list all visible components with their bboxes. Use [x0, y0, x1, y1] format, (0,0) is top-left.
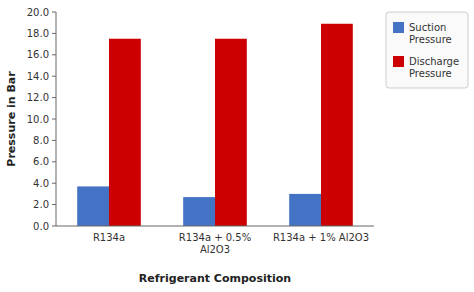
- legend-label: DischargePressure: [409, 56, 459, 79]
- bar: [183, 197, 215, 226]
- y-tick-label: 4.0: [33, 178, 49, 189]
- y-tick: [52, 54, 56, 55]
- y-tick: [52, 226, 56, 227]
- y-tick: [52, 12, 56, 13]
- y-tick-label: 6.0: [33, 156, 49, 167]
- y-tick-label: 20.0: [27, 7, 49, 18]
- y-axis: 0.0 2.0 4.0 6.0 8.0 10.0 12.0 14.0 16.0 18.0 20.0: [27, 7, 56, 232]
- legend-swatch: [393, 56, 404, 67]
- chart: 0.0 2.0 4.0 6.0 8.0 10.0 12.0 14.0 16.0 18.0 20.0 R…: [0, 0, 474, 292]
- legend: SuctionPressure DischargePressure: [386, 12, 468, 88]
- y-tick: [52, 33, 56, 34]
- bar: [109, 39, 141, 226]
- x-axis-label: Refrigerant Composition: [139, 272, 291, 285]
- bar: [215, 39, 247, 226]
- y-axis-label: Pressure in Bar: [5, 71, 18, 167]
- y-tick-label: 8.0: [33, 135, 49, 146]
- y-tick-label: 10.0: [27, 114, 49, 125]
- y-tick-label: 12.0: [27, 92, 49, 103]
- y-tick: [52, 161, 56, 162]
- x-axis-line: [56, 226, 374, 227]
- y-tick: [52, 204, 56, 205]
- bars: [77, 24, 353, 226]
- x-tick-label: R134a + 0.5%Al2O3: [179, 232, 251, 255]
- bar: [289, 194, 321, 226]
- bar: [321, 24, 353, 226]
- legend-swatch: [393, 22, 404, 33]
- legend-label: SuctionPressure: [409, 22, 452, 45]
- y-tick-label: 14.0: [27, 71, 49, 82]
- y-tick: [52, 183, 56, 184]
- chart-container: 0.0 2.0 4.0 6.0 8.0 10.0 12.0 14.0 16.0 18.0 20.0 R…: [0, 0, 474, 292]
- y-tick: [52, 140, 56, 141]
- bar: [77, 186, 109, 226]
- y-tick: [52, 119, 56, 120]
- y-tick-label: 0.0: [33, 221, 49, 232]
- x-tick-label: R134a: [93, 232, 125, 243]
- y-tick-label: 2.0: [33, 199, 49, 210]
- y-tick-label: 18.0: [27, 28, 49, 39]
- y-axis-line: [56, 12, 57, 226]
- y-tick: [52, 76, 56, 77]
- x-tick-label: R134a + 1% Al2O3: [273, 232, 369, 243]
- y-tick: [52, 97, 56, 98]
- legend-frame: [386, 12, 468, 88]
- y-tick-label: 16.0: [27, 49, 49, 60]
